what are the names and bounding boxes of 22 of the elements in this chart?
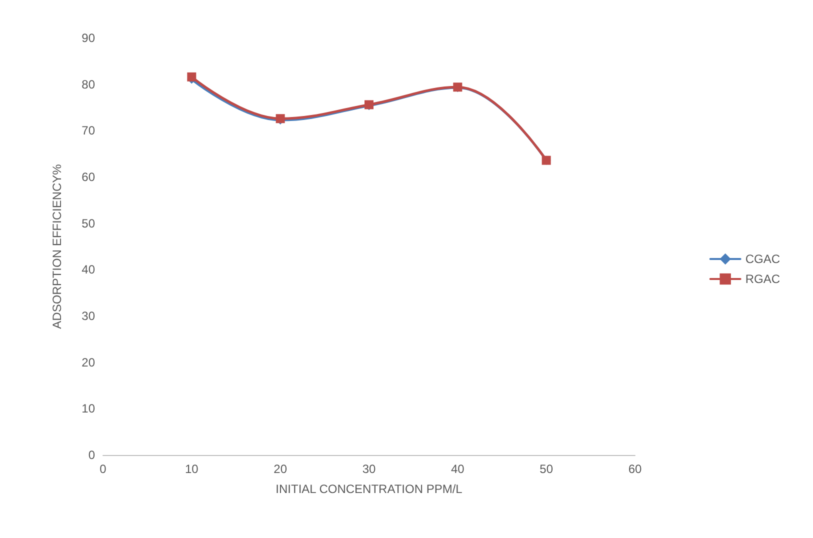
y-tick-label: 80 bbox=[82, 77, 96, 92]
x-tick-label: 20 bbox=[274, 462, 288, 476]
y-axis-title: ADSORPTION EFFICIENCY% bbox=[50, 164, 64, 329]
legend-label: CGAC bbox=[745, 252, 780, 266]
y-tick-label: 0 bbox=[88, 448, 96, 462]
y-tick-label: 30 bbox=[82, 309, 96, 323]
y-tick-label: 20 bbox=[82, 355, 96, 370]
x-tick-label: 50 bbox=[540, 462, 554, 476]
y-tick-label: 40 bbox=[82, 262, 96, 277]
x-tick-label: 0 bbox=[100, 462, 107, 476]
x-axis-title: INITIAL CONCENTRATION PPM/L bbox=[276, 482, 463, 496]
y-tick-label: 70 bbox=[82, 124, 96, 138]
y-tick-label: 90 bbox=[82, 31, 96, 45]
x-tick-label: 10 bbox=[184, 462, 199, 476]
y-tick-label: 10 bbox=[82, 402, 96, 416]
legend-label: RGAC bbox=[745, 272, 780, 286]
y-tick-label: 60 bbox=[82, 170, 96, 184]
y-tick-label: 50 bbox=[82, 216, 96, 230]
x-tick-label: 60 bbox=[628, 462, 642, 476]
x-tick-label: 40 bbox=[450, 462, 465, 476]
point bbox=[187, 72, 196, 82]
x-tick-label: 30 bbox=[362, 462, 376, 476]
